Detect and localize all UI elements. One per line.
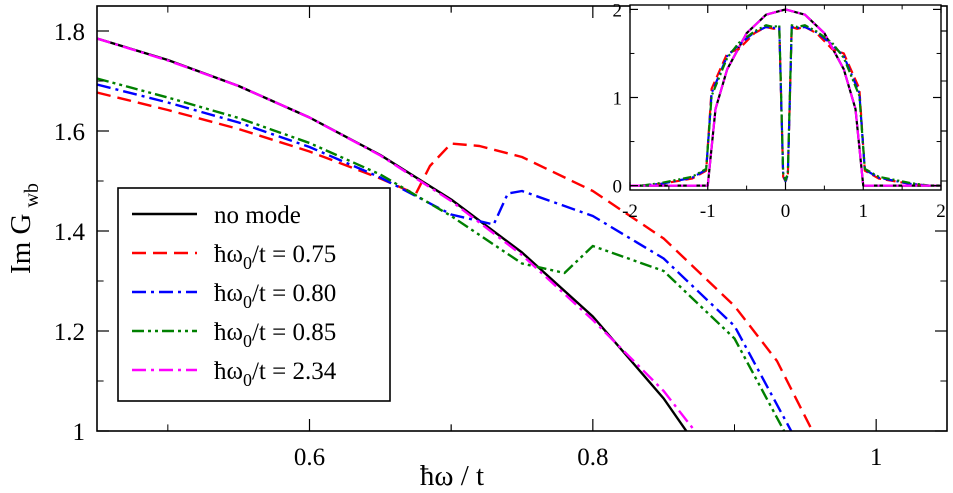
legend-label-subscript: 0 [243,331,252,351]
legend-label-subscript: 0 [243,370,252,390]
inset-x-tick-label: 0 [781,201,791,222]
legend-label-suffix: no mode [214,202,301,229]
legend-label-suffix: /t = 0.80 [252,280,336,307]
legend-label-subscript: 0 [243,253,252,273]
main-series-group [97,37,814,431]
y-axis-title-subscript: wb [21,183,43,207]
legend-label-suffix: /t = 2.34 [252,358,337,385]
main-y-tick-label: 1.2 [54,319,85,346]
legend-label-prefix: ħω [214,319,243,346]
y-axis-title: Im G wb [5,183,43,274]
inset-x-tick-label: 1 [859,201,869,222]
main-x-tick-label: 0.8 [577,444,608,471]
main-series-line-2 [97,83,793,431]
y-axis-title-main: Im G [5,213,37,273]
legend-label-prefix: ħω [214,280,243,307]
main-y-tick-label: 1 [73,419,86,446]
main-y-tick-label: 1.8 [54,19,85,46]
main-x-tick-label: 0.6 [294,444,325,471]
inset-series-line-3 [641,24,930,187]
x-axis-title: ħω / t [420,460,484,492]
legend-label-1: ħω0/t = 0.75 [214,241,336,273]
main-x-tick-label: 1 [870,444,883,471]
main-axes-frame [96,5,948,432]
legend-box [117,187,391,402]
inset-y-tick-label: 0 [613,177,623,198]
inset-x-tick-label: -2 [622,201,638,222]
main-plot: 0.6 0.8 1 1 1.2 1.4 1.6 1.8 ħω / t Im G wb [5,5,948,492]
legend-label-0: no mode [214,202,301,229]
inset-plot: -2 -1 0 1 2 0 1 2 [613,0,946,222]
legend-label-prefix: ħω [214,358,243,385]
inset-y-tick-label: 2 [613,0,623,21]
inset-y-tick-label: 1 [613,89,623,110]
inset-background [630,5,941,190]
inset-x-tick-label: -1 [700,201,716,222]
main-series-line-3 [97,77,786,431]
inset-ticks: -2 -1 0 1 2 0 1 2 [613,0,946,222]
legend-label-suffix: /t = 0.75 [252,241,336,268]
legend-label-2: ħω0/t = 0.80 [214,280,336,312]
main-series-line-1 [97,91,814,431]
legend-label-suffix: /t = 0.85 [252,319,336,346]
legend-label-3: ħω0/t = 0.85 [214,319,336,351]
legend-label-4: ħω0/t = 2.34 [214,358,337,390]
main-y-tick-label: 1.4 [54,219,86,246]
legend-label-subscript: 0 [243,292,252,312]
main-y-tick-label: 1.6 [54,119,85,146]
legend-label-prefix: ħω [214,241,243,268]
main-series-line-4 [97,37,696,431]
inset-x-tick-label: 2 [936,201,946,222]
main-ticks: 0.6 0.8 1 1 1.2 1.4 1.6 1.8 [54,6,947,471]
